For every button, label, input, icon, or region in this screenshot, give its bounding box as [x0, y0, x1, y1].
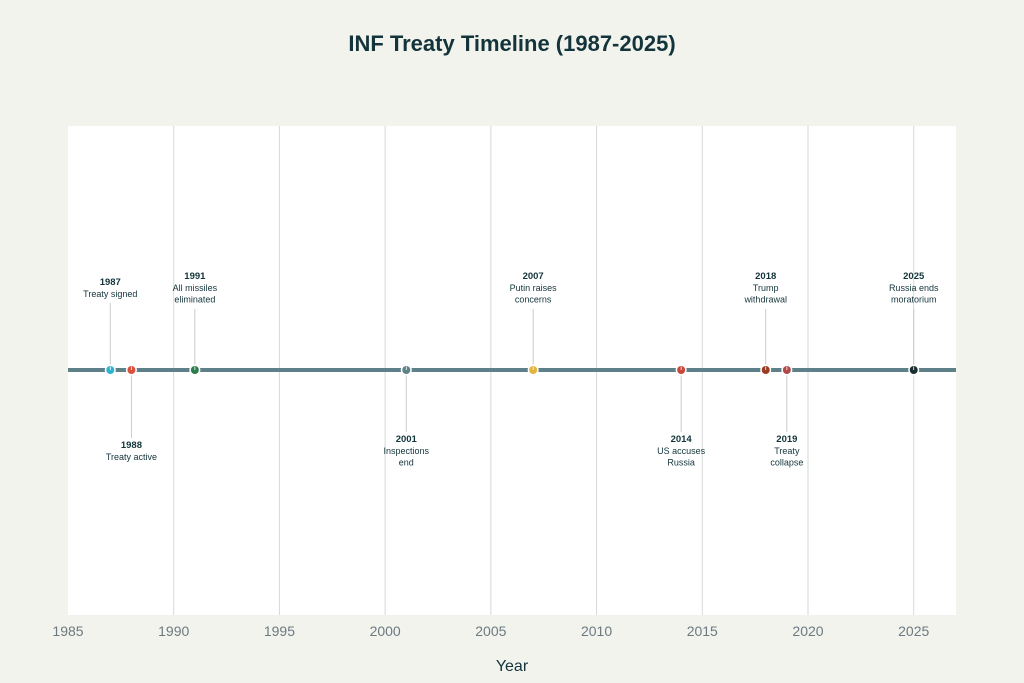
- event-description: collapse: [770, 458, 803, 468]
- event-description: Treaty: [774, 446, 800, 456]
- event-year-label: 1987: [100, 277, 121, 288]
- event-year-label: 2025: [903, 271, 925, 282]
- event-description: All missiles: [173, 283, 218, 293]
- event-description: Putin raises: [510, 283, 558, 293]
- event-description: Treaty signed: [83, 289, 137, 299]
- x-tick-label: 1995: [264, 623, 295, 639]
- x-tick-label: 1985: [52, 623, 83, 639]
- x-tick-label: 2010: [581, 623, 612, 639]
- event-marker-2001: [400, 364, 412, 376]
- event-description: concerns: [515, 295, 552, 305]
- x-tick-label: 2020: [792, 623, 823, 639]
- x-tick-label: 2005: [475, 623, 506, 639]
- event-year-label: 2007: [523, 271, 544, 282]
- event-description: Russia: [667, 458, 695, 468]
- x-tick-label: 1990: [158, 623, 189, 639]
- event-description: moratorium: [891, 295, 937, 305]
- x-tick-labels: 1985 1990 1995 2000 2005 2010 2015 2020 2025: [52, 623, 929, 639]
- chart-title: INF Treaty Timeline (1987-2025): [348, 31, 675, 56]
- event-description: eliminated: [174, 295, 215, 305]
- event-description: Trump: [753, 283, 779, 293]
- x-tick-label: 2000: [370, 623, 401, 639]
- event-marker-2018: [760, 364, 772, 376]
- event-description: Inspections: [384, 446, 430, 456]
- x-tick-label: 2025: [898, 623, 929, 639]
- event-year-label: 2018: [755, 271, 776, 282]
- event-marker-1988: [125, 364, 137, 376]
- event-marker-2019: [781, 364, 793, 376]
- event-marker-2025: [908, 364, 920, 376]
- x-axis-title: Year: [496, 658, 529, 675]
- event-year-label: 2001: [396, 434, 418, 445]
- event-description: Treaty active: [106, 452, 157, 462]
- event-marker-1991: [189, 364, 201, 376]
- event-marker-2007: [527, 364, 539, 376]
- event-year-label: 1988: [121, 440, 142, 451]
- event-description: Russia ends: [889, 283, 939, 293]
- event-year-label: 2014: [671, 434, 693, 445]
- event-description: withdrawal: [743, 295, 787, 305]
- event-year-label: 2019: [776, 434, 797, 445]
- event-marker-1987: [104, 364, 116, 376]
- event-description: US accuses: [657, 446, 706, 456]
- event-year-label: 1991: [184, 271, 206, 282]
- event-marker-2014: [675, 364, 687, 376]
- event-description: end: [399, 458, 414, 468]
- x-tick-label: 2015: [687, 623, 718, 639]
